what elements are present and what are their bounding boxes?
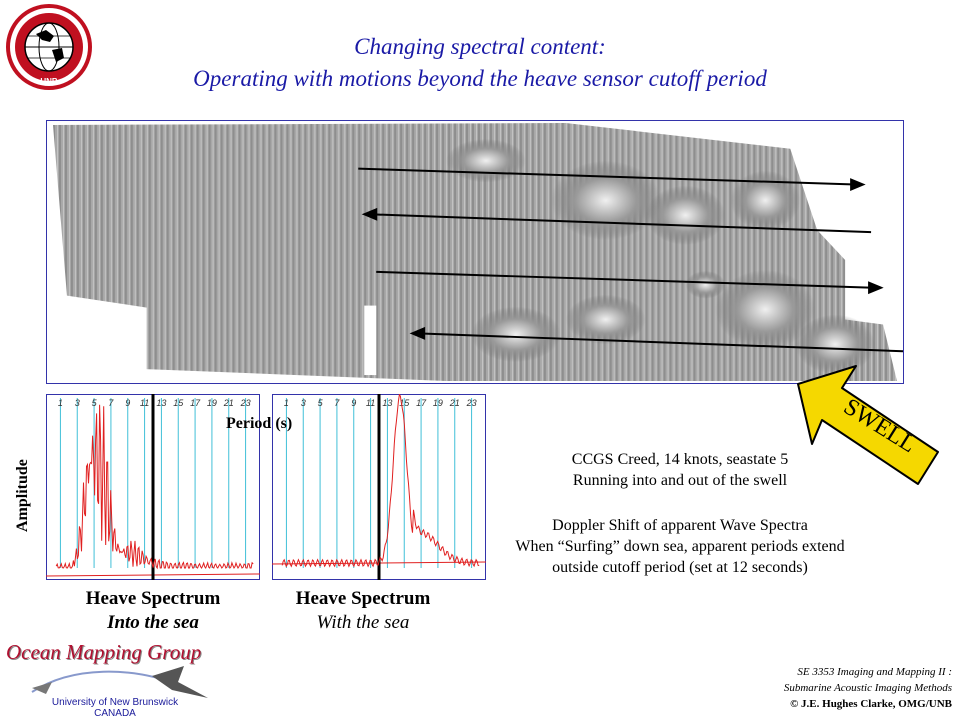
right-caption-main: Heave Spectrum <box>295 588 431 609</box>
description-line-1: CCGS Creed, 14 knots, seastate 5 <box>571 451 789 468</box>
period-tick-label: 21 <box>449 398 460 408</box>
left-caption-sub: Into the sea <box>107 612 199 633</box>
period-tick-label: 17 <box>190 398 201 408</box>
left-caption-main: Heave Spectrum <box>85 588 221 609</box>
period-tick-label: 15 <box>399 398 410 408</box>
left-spectrum-caption: Heave Spectrum Into the sea <box>46 587 260 635</box>
period-tick-label: 5 <box>318 398 324 408</box>
period-tick-label: 23 <box>240 398 251 408</box>
description-line-5: outside cutoff period (set at 12 seconds… <box>552 559 808 576</box>
amplitude-axis-label-wrap: Amplitude <box>8 446 34 536</box>
title-line-1: Changing spectral content: <box>354 34 606 59</box>
period-tick-label: 5 <box>92 398 98 408</box>
spectrum-curve <box>281 394 480 568</box>
course-info: SE 3353 Imaging and Mapping II : Submari… <box>784 664 952 712</box>
period-tick-label: 21 <box>223 398 234 408</box>
ocean-mapping-group-title: Ocean Mapping Group <box>6 640 202 664</box>
period-tick-label: 1 <box>58 398 63 408</box>
period-tick-label: 19 <box>207 398 217 408</box>
heave-spectrum-with-sea-plot: 1 3 5 7 9 11 13 15 17 19 21 23 <box>272 394 486 580</box>
course-line-1: SE 3353 Imaging and Mapping II : <box>797 666 952 678</box>
right-caption-sub: With the sea <box>316 612 410 633</box>
period-tick-label: 17 <box>416 398 427 408</box>
period-tick-label: 19 <box>433 398 443 408</box>
title-line-2: Operating with motions beyond the heave … <box>193 66 767 91</box>
description-line-4: When “Surfing” down sea, apparent period… <box>515 538 845 555</box>
period-tick-label: 7 <box>108 398 114 408</box>
description-line-2: Running into and out of the swell <box>572 472 788 489</box>
logo-unb-text: UNB <box>40 77 58 86</box>
university-label: University of New Brunswick CANADA <box>30 697 200 719</box>
country-name: CANADA <box>94 708 136 719</box>
period-tick-label: 15 <box>173 398 184 408</box>
period-tick-label: 7 <box>334 398 340 408</box>
period-tick-label: 23 <box>466 398 477 408</box>
period-tick-label: 3 <box>301 398 306 408</box>
university-name: University of New Brunswick <box>51 697 179 708</box>
seabed-rough-terrain <box>446 138 876 375</box>
period-tick-label: 1 <box>284 398 289 408</box>
period-tick-label: 13 <box>382 398 392 408</box>
description-line-3: Doppler Shift of apparent Wave Spectra <box>552 517 808 534</box>
multibeam-swath-image <box>46 120 904 384</box>
unb-geomatics-logo: UNB <box>6 4 92 90</box>
period-tick-label: 11 <box>140 398 149 408</box>
omg-logo-graphic <box>31 666 208 698</box>
period-tick-label: 13 <box>156 398 166 408</box>
swath-svg <box>52 122 903 382</box>
heave-spectrum-into-sea-plot: 1 3 5 7 9 11 13 15 17 19 21 23 <box>46 394 260 580</box>
period-tick-label: 3 <box>75 398 80 408</box>
amplitude-axis-label: Amplitude <box>14 459 31 532</box>
copyright: © J.E. Hughes Clarke, OMG/UNB <box>790 698 952 710</box>
period-tick-label: 9 <box>351 398 356 408</box>
swell-direction-arrow: SWELL <box>797 365 939 485</box>
spectrum-curve <box>55 404 254 570</box>
period-tick-label: 9 <box>125 398 130 408</box>
period-axis-label: Period (s) <box>226 415 293 432</box>
period-tick-label: 11 <box>366 398 375 408</box>
right-spectrum-caption: Heave Spectrum With the sea <box>258 587 468 635</box>
ship-track-arrows <box>358 167 903 353</box>
course-line-2: Submarine Acoustic Imaging Methods <box>783 682 952 694</box>
